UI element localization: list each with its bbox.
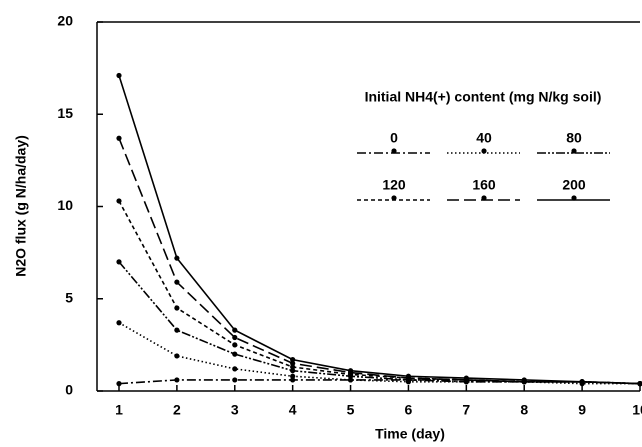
x-tick-label: 4 (289, 402, 297, 418)
legend-label: 40 (476, 130, 492, 146)
data-point (290, 368, 296, 374)
y-tick-label: 5 (65, 289, 73, 305)
data-point (232, 342, 238, 348)
x-tick-label: 2 (173, 402, 181, 418)
y-tick-label: 20 (57, 13, 73, 29)
data-point (232, 327, 238, 333)
series-line (118, 137, 641, 385)
x-tick-label: 10 (632, 402, 642, 418)
data-point (232, 377, 238, 383)
series-line (118, 322, 640, 385)
data-point (116, 259, 122, 265)
legend-marker (481, 195, 487, 201)
data-point (116, 198, 122, 204)
legend-marker (391, 148, 397, 154)
x-axis-label: Time (day) (375, 426, 445, 442)
data-point (579, 379, 585, 385)
data-point (290, 357, 296, 363)
series-line (118, 200, 641, 385)
data-point (174, 327, 180, 333)
x-tick-label: 9 (578, 402, 586, 418)
data-point (174, 279, 180, 285)
data-point (463, 375, 469, 381)
series-line (118, 379, 641, 385)
data-point (116, 381, 122, 387)
data-point (116, 72, 122, 79)
legend-label: 160 (472, 177, 496, 193)
y-tick-label: 15 (57, 105, 73, 121)
data-point (174, 305, 180, 311)
x-tick-label: 7 (462, 402, 470, 418)
y-tick-label: 10 (57, 197, 73, 213)
x-tick-label: 8 (520, 402, 528, 418)
data-point (174, 353, 180, 359)
data-point (637, 381, 642, 387)
legend-marker (481, 148, 487, 154)
data-point (290, 377, 296, 383)
data-point (116, 320, 122, 326)
data-point (232, 351, 238, 357)
data-point (232, 334, 238, 341)
y-tick-label: 0 (65, 382, 73, 398)
legend-label: 0 (390, 130, 398, 146)
x-tick-label: 6 (405, 402, 413, 418)
data-point (347, 377, 354, 383)
data-point (290, 364, 296, 370)
x-tick-label: 3 (231, 402, 239, 418)
x-tick-label: 1 (115, 402, 123, 418)
legend-label: 80 (566, 130, 582, 146)
legend-label: 120 (382, 177, 406, 193)
data-point (174, 377, 180, 383)
legend-marker (571, 148, 577, 154)
legend-label: 200 (562, 177, 586, 193)
legend-title: Initial NH4(+) content (mg N/kg soil) (365, 89, 602, 105)
x-tick-label: 5 (347, 402, 355, 418)
legend-marker (391, 195, 397, 201)
data-point (174, 255, 180, 261)
data-point (521, 377, 527, 383)
legend-marker (571, 195, 577, 201)
data-point (232, 366, 238, 372)
series-line (118, 75, 641, 385)
data-point (290, 373, 296, 379)
data-point (347, 368, 354, 374)
data-point (405, 373, 412, 379)
series-line (118, 261, 641, 385)
data-point (116, 135, 122, 141)
data-point (290, 360, 296, 366)
y-axis-label: N2O flux (g N/ha/day) (13, 135, 29, 277)
